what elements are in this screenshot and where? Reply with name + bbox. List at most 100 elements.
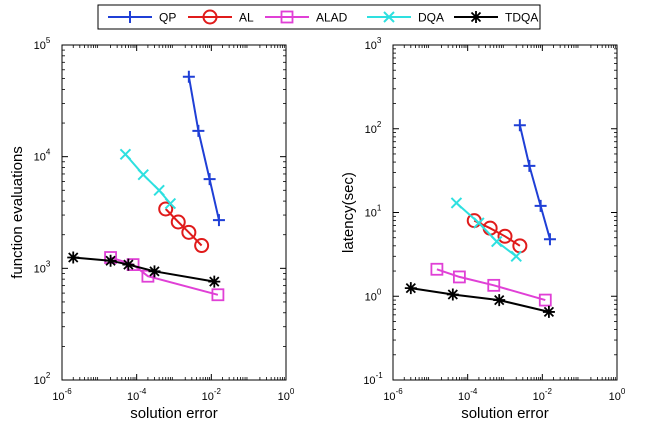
tick-base: 10: [365, 40, 377, 52]
legend-item-tdqa: TDQA: [454, 11, 538, 25]
data-point: [542, 305, 555, 318]
x-tick-label: 10-2: [202, 387, 222, 403]
x-axis-label: solution error: [130, 405, 218, 422]
x-tick-label: 10-4: [458, 387, 478, 403]
series-alad: [104, 251, 225, 302]
y-tick-label: 10-1: [363, 371, 383, 387]
legend-label: AL: [239, 11, 254, 25]
series-line: [110, 256, 219, 296]
data-point: [491, 235, 503, 248]
data-point: [446, 288, 459, 301]
data-point: [104, 254, 117, 267]
legend-item-alad: ALAD: [265, 11, 348, 25]
x-tick-label: 100: [609, 387, 626, 403]
tick-base: 10: [34, 375, 46, 387]
series-line: [473, 219, 521, 247]
series-line: [410, 287, 550, 313]
series-tdqa: [404, 282, 555, 318]
series-line: [455, 202, 517, 258]
legend-label: QP: [159, 11, 176, 25]
series-qp: [513, 119, 556, 246]
tick-exponent: 4: [46, 148, 51, 157]
tick-base: 10: [365, 208, 377, 220]
data-point: [513, 119, 526, 132]
series-qp: [182, 70, 225, 227]
tick-exponent: -6: [396, 387, 404, 396]
series-dqa: [450, 197, 522, 262]
data-point: [430, 262, 444, 276]
tick-base: 10: [365, 291, 377, 303]
series-dqa: [119, 148, 177, 210]
tick-exponent: -2: [545, 387, 553, 396]
x-tick-label: 10-2: [533, 387, 553, 403]
data-point: [523, 159, 536, 172]
y-tick-label: 103: [365, 36, 382, 52]
data-point: [158, 201, 174, 217]
data-point: [208, 275, 221, 288]
tick-exponent: -1: [376, 371, 384, 380]
data-point: [450, 197, 463, 209]
x-tick-label: 10-6: [383, 387, 403, 403]
legend-marker: [383, 11, 395, 23]
data-point: [211, 288, 225, 302]
series-tdqa: [67, 251, 221, 288]
y-tick-label: 103: [34, 259, 51, 275]
chart-latency: 10-6 10-4 10-2 10010-1100101102103solution …: [340, 36, 626, 422]
tick-base: 10: [609, 391, 621, 403]
x-tick-label: 10-4: [127, 387, 147, 403]
legend-marker: [280, 10, 294, 24]
plot-area: [61, 44, 287, 381]
y-axis-label: latency(sec): [340, 172, 357, 253]
data-point: [170, 214, 186, 230]
data-point: [122, 258, 135, 271]
data-point: [203, 173, 216, 186]
legend-item-dqa: DQA: [367, 11, 444, 25]
series-alad: [430, 262, 552, 307]
legend-marker: [124, 11, 136, 23]
data-point: [404, 282, 417, 295]
tick-base: 10: [458, 391, 470, 403]
data-point: [543, 233, 556, 246]
y-tick-label: 100: [365, 287, 382, 303]
data-point: [164, 197, 177, 210]
tick-base: 10: [34, 263, 46, 275]
tick-exponent: -2: [214, 387, 222, 396]
data-point: [510, 250, 522, 262]
plot-area: [392, 44, 618, 381]
y-tick-label: 105: [34, 36, 51, 52]
legend-item-qp: QP: [108, 11, 176, 25]
tick-base: 10: [383, 391, 395, 403]
minor-ticks: [62, 45, 286, 380]
data-point: [137, 168, 149, 181]
y-tick-label: 102: [34, 371, 51, 387]
x-tick-label: 10-6: [52, 387, 72, 403]
tick-exponent: -4: [139, 387, 147, 396]
data-point: [212, 214, 225, 227]
legend-item-al: AL: [188, 9, 254, 25]
tick-exponent: 2: [46, 371, 51, 380]
legend-label: ALAD: [316, 11, 348, 25]
tick-base: 10: [533, 391, 545, 403]
legend-marker: [470, 11, 482, 23]
tick-base: 10: [365, 124, 377, 136]
data-point: [473, 217, 485, 229]
tick-base: 10: [202, 391, 214, 403]
data-point: [192, 124, 205, 137]
data-point: [194, 238, 210, 254]
series-line: [124, 153, 172, 205]
data-point: [148, 265, 161, 278]
data-point: [487, 278, 501, 292]
data-point: [181, 224, 197, 240]
legend-label: TDQA: [505, 11, 538, 25]
x-tick-label: 100: [278, 387, 295, 403]
data-point: [182, 70, 195, 83]
tick-exponent: 0: [621, 387, 626, 396]
legend: QP AL ALAD DQA TDQA: [97, 4, 541, 30]
y-axis-label: function evaluations: [9, 146, 26, 279]
tick-exponent: 5: [46, 36, 51, 45]
data-point: [497, 228, 513, 244]
tick-base: 10: [127, 391, 139, 403]
tick-exponent: -6: [65, 387, 73, 396]
